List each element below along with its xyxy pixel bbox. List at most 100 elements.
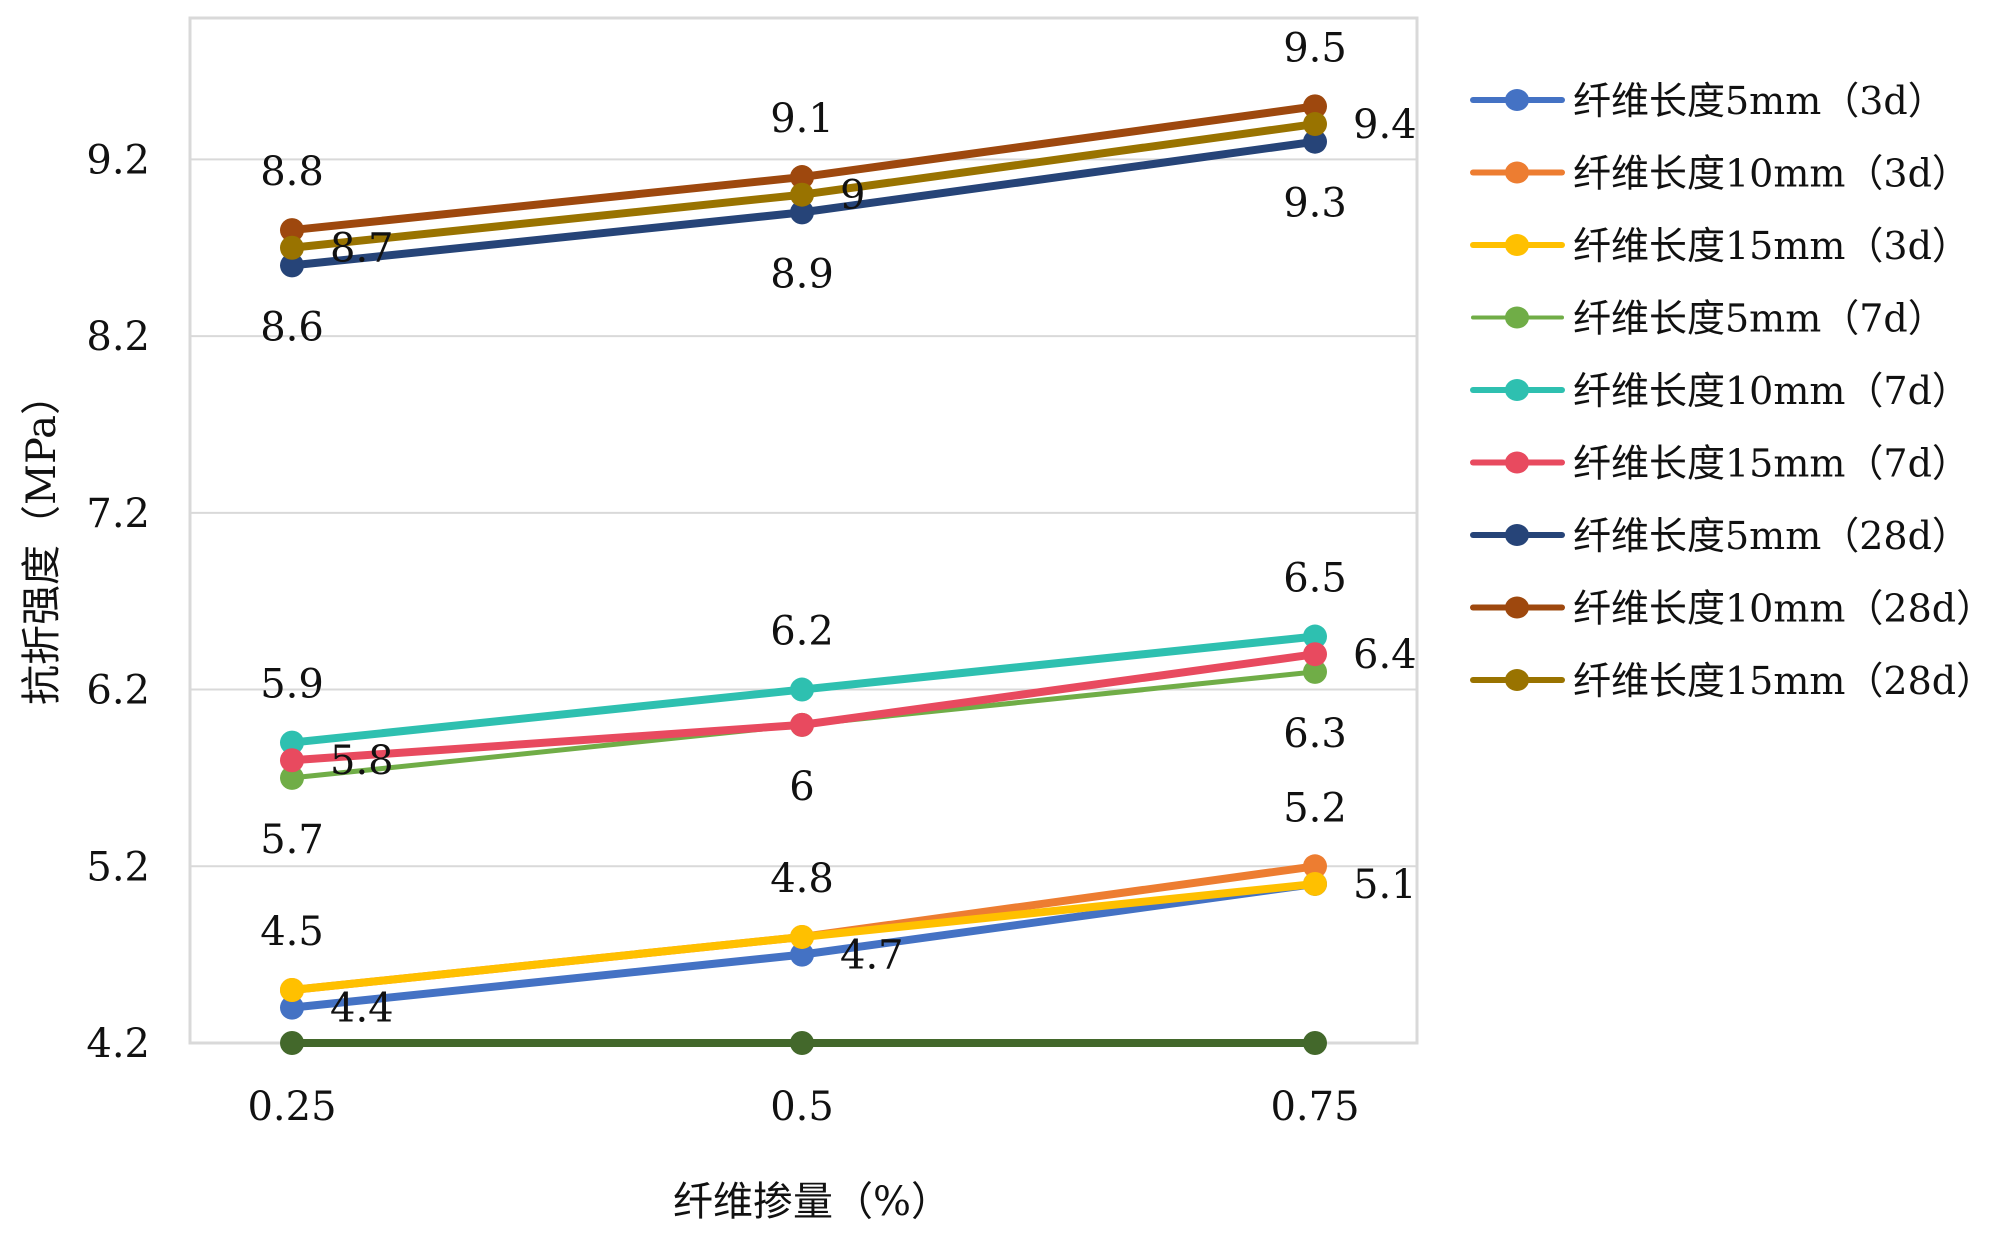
data-label: 5.9: [260, 662, 324, 708]
series-7: [280, 129, 1327, 278]
x-axis-title: 纤维掺量（%）: [673, 1179, 951, 1225]
legend-label: 纤维长度10mm（7d）: [1573, 369, 1970, 413]
data-point: [790, 1031, 814, 1055]
legend-marker: [1505, 524, 1529, 546]
data-label: 9.1: [770, 96, 834, 142]
data-point: [1303, 659, 1327, 684]
legend-label: 纤维长度15mm（7d）: [1573, 442, 1970, 486]
data-point: [790, 165, 814, 190]
y-axis-ticks: 4.2 5.2 6.2 7.2 8.2 9.2: [86, 137, 150, 1067]
y-axis-title: 抗折强度（MPa）: [19, 375, 65, 705]
data-point: [790, 924, 814, 949]
series-9: [280, 112, 1327, 260]
data-point: [790, 712, 814, 737]
data-label: 4.8: [770, 856, 834, 902]
data-point: [280, 218, 304, 243]
data-label: 8.7: [330, 226, 394, 272]
data-label: 4.7: [840, 933, 904, 979]
data-label: 8.9: [770, 251, 834, 297]
legend-item: 纤维长度10mm（28d）: [1470, 587, 1994, 631]
legend-item: 纤维长度15mm（28d）: [1470, 659, 1994, 703]
data-label: 6.5: [1283, 556, 1347, 602]
data-point: [280, 995, 304, 1020]
legend-marker: [1505, 306, 1529, 329]
data-point: [280, 730, 304, 755]
y-tick-label: 5.2: [86, 844, 150, 890]
data-point: [1303, 624, 1327, 649]
legend-marker: [1505, 379, 1529, 401]
y-tick-label: 7.2: [86, 491, 150, 537]
series-8: [280, 94, 1327, 243]
legend-marker: [1505, 234, 1529, 256]
legend-label: 纤维长度15mm（3d）: [1573, 224, 1970, 268]
y-tick-label: 6.2: [86, 668, 150, 714]
data-label: 5.7: [260, 817, 324, 863]
data-label: 9.3: [1283, 181, 1347, 227]
legend-label: 纤维长度5mm（3d）: [1573, 79, 1946, 123]
data-label: 8.8: [260, 149, 324, 195]
series-group: [280, 94, 1327, 1055]
legend-label: 纤维长度10mm（3d）: [1573, 152, 1970, 196]
data-label: 6.4: [1353, 632, 1417, 678]
data-point: [1303, 112, 1327, 137]
legend-marker: [1505, 596, 1529, 619]
data-label: 9: [840, 173, 865, 219]
data-point: [280, 977, 304, 1002]
legend: 纤维长度5mm（3d） 纤维长度10mm（3d） 纤维长度15mm（3d） 纤维长度5…: [1470, 79, 1994, 703]
legend-item: 纤维长度15mm（7d）: [1470, 442, 1970, 486]
x-tick-label: 0.75: [1270, 1084, 1359, 1130]
legend-label: 纤维长度15mm（28d）: [1573, 659, 1994, 703]
series-5: [280, 624, 1327, 755]
data-label: 6.2: [770, 609, 834, 655]
series-3: [280, 871, 1327, 1002]
data-point: [790, 942, 814, 967]
data-point: [790, 200, 814, 225]
data-label: 9.4: [1353, 102, 1417, 148]
legend-item: 纤维长度10mm（3d）: [1470, 152, 1970, 196]
data-point: [1303, 854, 1327, 879]
data-point: [790, 182, 814, 207]
series-6: [280, 642, 1327, 773]
legend-label: 纤维长度5mm（7d）: [1573, 297, 1946, 341]
legend-item: 纤维长度10mm（7d）: [1470, 369, 1970, 413]
legend-item: 纤维长度5mm（3d）: [1470, 79, 1946, 123]
data-label: 5.1: [1353, 862, 1417, 908]
data-label: 6.3: [1283, 711, 1347, 757]
legend-item: 纤维长度5mm（28d）: [1470, 514, 1970, 558]
data-point: [1303, 94, 1327, 119]
data-point: [1303, 129, 1327, 154]
legend-marker: [1505, 89, 1529, 111]
data-point: [280, 235, 304, 260]
data-labels: 4.4 4.7 4.5 4.8 5.25.1 5.7 6 6.3 5.9 6.2 6.5 5.8 6.4…: [260, 25, 1416, 1031]
data-point: [280, 748, 304, 773]
data-label: 6: [789, 764, 814, 810]
legend-marker: [1505, 161, 1529, 184]
x-tick-label: 0.5: [770, 1084, 834, 1130]
y-tick-label: 8.2: [86, 314, 150, 360]
legend-item: 纤维长度15mm（3d）: [1470, 224, 1970, 268]
legend-label: 纤维长度10mm（28d）: [1573, 587, 1994, 631]
data-point: [1303, 642, 1327, 667]
data-label: 8.6: [260, 304, 324, 350]
x-axis-ticks: 0.25 0.5 0.75: [247, 1084, 1359, 1130]
data-point: [1303, 1031, 1327, 1055]
data-point: [1303, 871, 1327, 896]
y-tick-label: 9.2: [86, 137, 150, 183]
series-line: [291, 650, 1316, 765]
data-label: 4.4: [330, 986, 394, 1032]
x-tick-label: 0.25: [247, 1084, 336, 1130]
legend-marker: [1505, 669, 1529, 691]
legend-item: 纤维长度5mm（7d）: [1471, 297, 1946, 341]
data-label: 4.5: [260, 909, 324, 955]
series-10: [280, 1031, 1327, 1055]
data-point: [280, 1031, 304, 1055]
data-label: 5.8: [330, 738, 394, 784]
data-point: [280, 765, 304, 790]
data-point: [790, 677, 814, 702]
y-tick-label: 4.2: [86, 1021, 150, 1067]
legend-marker: [1505, 451, 1529, 474]
legend-label: 纤维长度5mm（28d）: [1573, 514, 1970, 558]
data-label: 9.5: [1283, 25, 1347, 71]
data-point: [280, 253, 304, 278]
